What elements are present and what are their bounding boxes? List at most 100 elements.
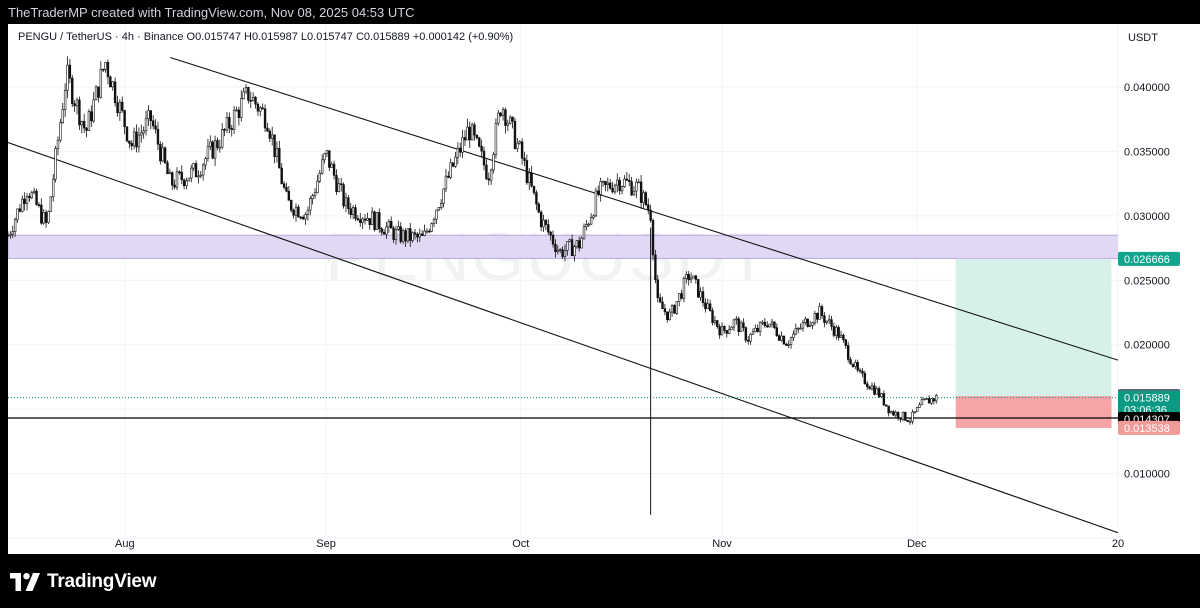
candle: [870, 385, 874, 390]
candle: [199, 174, 202, 177]
candle: [268, 130, 272, 139]
candle: [689, 277, 693, 281]
candle: [868, 386, 871, 390]
candle: [518, 141, 521, 144]
chart-pane[interactable]: [8, 24, 1118, 554]
candle: [801, 322, 805, 329]
candle: [340, 183, 343, 185]
candle: [389, 220, 393, 229]
candle: [87, 111, 91, 131]
candle: [680, 293, 683, 299]
candle: [649, 209, 652, 221]
candle: [68, 64, 72, 79]
candle: [266, 127, 269, 132]
candle: [725, 330, 728, 334]
time-tick-label: Sep: [316, 538, 336, 550]
candle: [537, 203, 540, 213]
candle: [787, 344, 790, 346]
candle: [420, 233, 424, 236]
candle: [94, 86, 98, 101]
candle: [459, 147, 462, 153]
candle: [232, 110, 236, 130]
candle: [730, 326, 733, 331]
candle: [675, 301, 679, 314]
time-axis[interactable]: Aug Sep Oct Nov Dec 20: [115, 538, 1124, 550]
candle: [780, 335, 783, 341]
candle: [594, 190, 598, 217]
candle: [635, 181, 638, 192]
candle: [387, 220, 391, 228]
candles-layer: [8, 56, 938, 515]
candle: [282, 183, 286, 188]
candle: [368, 218, 371, 225]
candle: [75, 99, 79, 107]
price-label-stop-text: 0.013538: [1124, 423, 1170, 435]
candle: [499, 112, 502, 116]
candle: [223, 128, 226, 131]
candle: [528, 172, 531, 184]
support-zone: [8, 234, 1118, 259]
candle: [758, 321, 762, 332]
candle: [918, 404, 921, 408]
candle: [142, 130, 145, 134]
candle: [423, 230, 426, 236]
price-axis[interactable]: 0.040000 0.035000 0.030000 0.025000 0.020000…: [1124, 82, 1170, 480]
price-label-last-text: 0.015889: [1124, 393, 1170, 405]
candle: [332, 163, 336, 176]
candle: [80, 121, 83, 126]
candle: [49, 196, 53, 212]
candle: [913, 411, 917, 414]
candle: [632, 190, 636, 196]
candle: [325, 150, 329, 154]
candle: [908, 421, 912, 423]
candle: [920, 399, 924, 406]
candle: [487, 178, 490, 181]
candle: [720, 326, 724, 336]
candle: [328, 150, 331, 168]
candle: [171, 172, 174, 186]
channel-line-1: [8, 141, 1118, 534]
candle: [894, 412, 897, 416]
candle: [832, 326, 836, 336]
candle: [344, 197, 348, 207]
candle: [90, 111, 93, 122]
candle: [587, 223, 590, 226]
candle: [796, 327, 800, 330]
candle: [370, 211, 374, 225]
candle: [573, 246, 576, 256]
candle: [575, 240, 579, 247]
candle: [654, 254, 657, 281]
candle: [442, 188, 445, 204]
candle: [330, 163, 333, 168]
candle: [663, 308, 667, 313]
candle: [880, 393, 883, 398]
candle: [542, 219, 545, 228]
candle: [799, 327, 802, 330]
candle: [716, 320, 719, 327]
candle: [144, 118, 148, 132]
candle: [711, 310, 714, 323]
candle: [304, 214, 307, 220]
candle: [11, 231, 14, 235]
candle: [18, 208, 22, 212]
candle: [582, 226, 586, 239]
currency-label[interactable]: USDT: [1128, 32, 1158, 44]
candle: [363, 218, 367, 221]
candle: [413, 232, 417, 235]
candle: [192, 163, 195, 169]
candle: [846, 345, 850, 360]
candle: [839, 334, 843, 338]
candle: [247, 86, 250, 101]
candle: [532, 185, 536, 193]
candle: [254, 96, 257, 105]
price-axis-panel[interactable]: [1118, 24, 1200, 554]
candle: [756, 327, 759, 332]
candle: [323, 153, 326, 161]
candle: [568, 239, 571, 242]
candle: [727, 329, 731, 334]
candle: [794, 328, 798, 335]
long-position-target-zone: [955, 258, 1112, 397]
grid-lines: [8, 24, 1119, 539]
drawings-layer[interactable]: [8, 56, 1163, 534]
